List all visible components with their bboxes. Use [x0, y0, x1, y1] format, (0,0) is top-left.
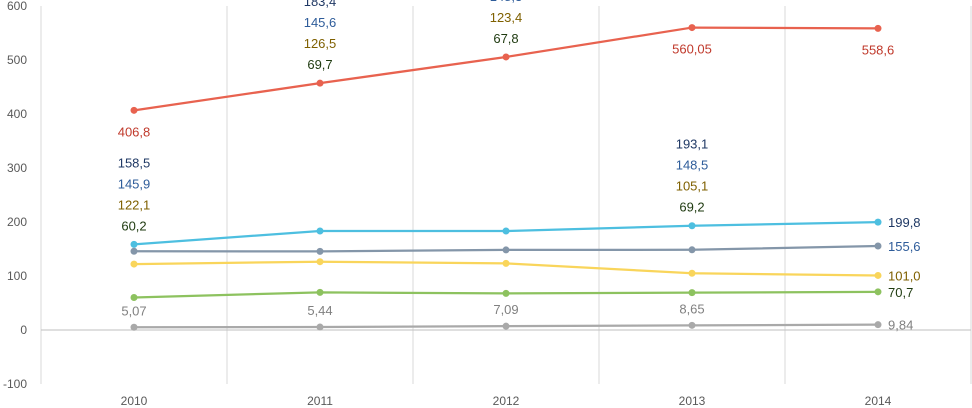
x-tick-label: 2014 — [865, 394, 892, 408]
series-light-blue-point — [130, 240, 138, 248]
series-light-blue-data-label: 193,1 — [676, 137, 709, 152]
series-green-point — [874, 288, 882, 296]
series-green-data-label: 69,2 — [679, 200, 704, 215]
series-yellow-data-label: 123,4 — [490, 10, 523, 25]
series-gray-blue-point — [130, 247, 138, 255]
series-red-point — [688, 24, 696, 32]
series-light-blue-point — [688, 222, 696, 230]
series-gray-point — [874, 321, 882, 329]
series-light-blue-point — [874, 218, 882, 226]
series-green-data-label: 67,8 — [493, 31, 518, 46]
y-tick-label: 200 — [7, 215, 27, 229]
x-tick-label: 2013 — [679, 394, 706, 408]
series-light-blue-data-label: 158,5 — [118, 155, 151, 170]
series-red-data-label: 406,8 — [118, 124, 151, 139]
series-yellow-data-label: 101,0 — [888, 268, 921, 283]
series-yellow-point — [502, 259, 510, 267]
series-green-data-label: 60,2 — [121, 218, 146, 233]
series-red-point — [316, 79, 324, 87]
series-light-blue-data-label: 183,4 — [304, 0, 337, 9]
series-gray-data-label: 7,09 — [493, 302, 518, 317]
series-gray-data-label: 8,65 — [679, 301, 704, 316]
series-light-blue-point — [502, 227, 510, 235]
series-red-point — [502, 53, 510, 61]
series-green-data-label: 69,7 — [307, 57, 332, 72]
series-yellow-data-label: 122,1 — [118, 197, 151, 212]
series-gray-data-label: 5,44 — [307, 303, 332, 318]
y-tick-label: 600 — [7, 0, 27, 13]
series-red-point — [130, 106, 138, 114]
x-tick-label: 2011 — [307, 394, 333, 408]
series-gray-blue-point — [502, 246, 510, 254]
series-gray-blue-data-label: 155,6 — [888, 239, 921, 254]
series-yellow-data-label: 126,5 — [304, 36, 337, 51]
series-gray-data-label: 5,07 — [121, 303, 146, 318]
series-yellow-point — [688, 269, 696, 277]
series-green-data-label: 70,7 — [888, 285, 913, 300]
series-gray-blue-data-label: 148,3 — [490, 0, 523, 4]
series-green-point — [130, 293, 138, 301]
series-light-blue-point — [316, 227, 324, 235]
y-tick-label: 300 — [7, 161, 27, 175]
series-yellow-point — [130, 260, 138, 268]
series-gray-blue-point — [688, 246, 696, 254]
series-gray-point — [688, 321, 696, 329]
y-tick-label: 0 — [20, 323, 27, 337]
series-green-point — [316, 288, 324, 296]
series-yellow-point — [874, 271, 882, 279]
y-tick-label: -100 — [3, 377, 27, 391]
y-tick-label: 400 — [7, 107, 27, 121]
series-red-data-label: 560,05 — [672, 42, 712, 57]
series-gray-point — [316, 323, 324, 331]
y-tick-label: 500 — [7, 53, 27, 67]
series-gray-blue-data-label: 145,9 — [118, 176, 151, 191]
series-gray-blue-data-label: 148,5 — [676, 158, 709, 173]
series-yellow-data-label: 105,1 — [676, 179, 709, 194]
series-green-point — [502, 289, 510, 297]
series-red-point — [874, 24, 882, 32]
series-green-point — [688, 289, 696, 297]
x-tick-label: 2010 — [121, 394, 148, 408]
series-yellow-point — [316, 258, 324, 266]
series-red-data-label: 558,6 — [862, 42, 895, 57]
series-gray-blue-point — [316, 247, 324, 255]
series-light-blue-data-label: 199,8 — [888, 215, 921, 230]
x-tick-label: 2012 — [493, 394, 520, 408]
series-gray-blue-point — [874, 242, 882, 250]
series-gray-point — [502, 322, 510, 330]
y-tick-label: 100 — [7, 269, 27, 283]
series-gray-point — [130, 323, 138, 331]
series-gray-blue-data-label: 145,6 — [304, 15, 337, 30]
series-gray-data-label: 9,84 — [888, 318, 913, 333]
